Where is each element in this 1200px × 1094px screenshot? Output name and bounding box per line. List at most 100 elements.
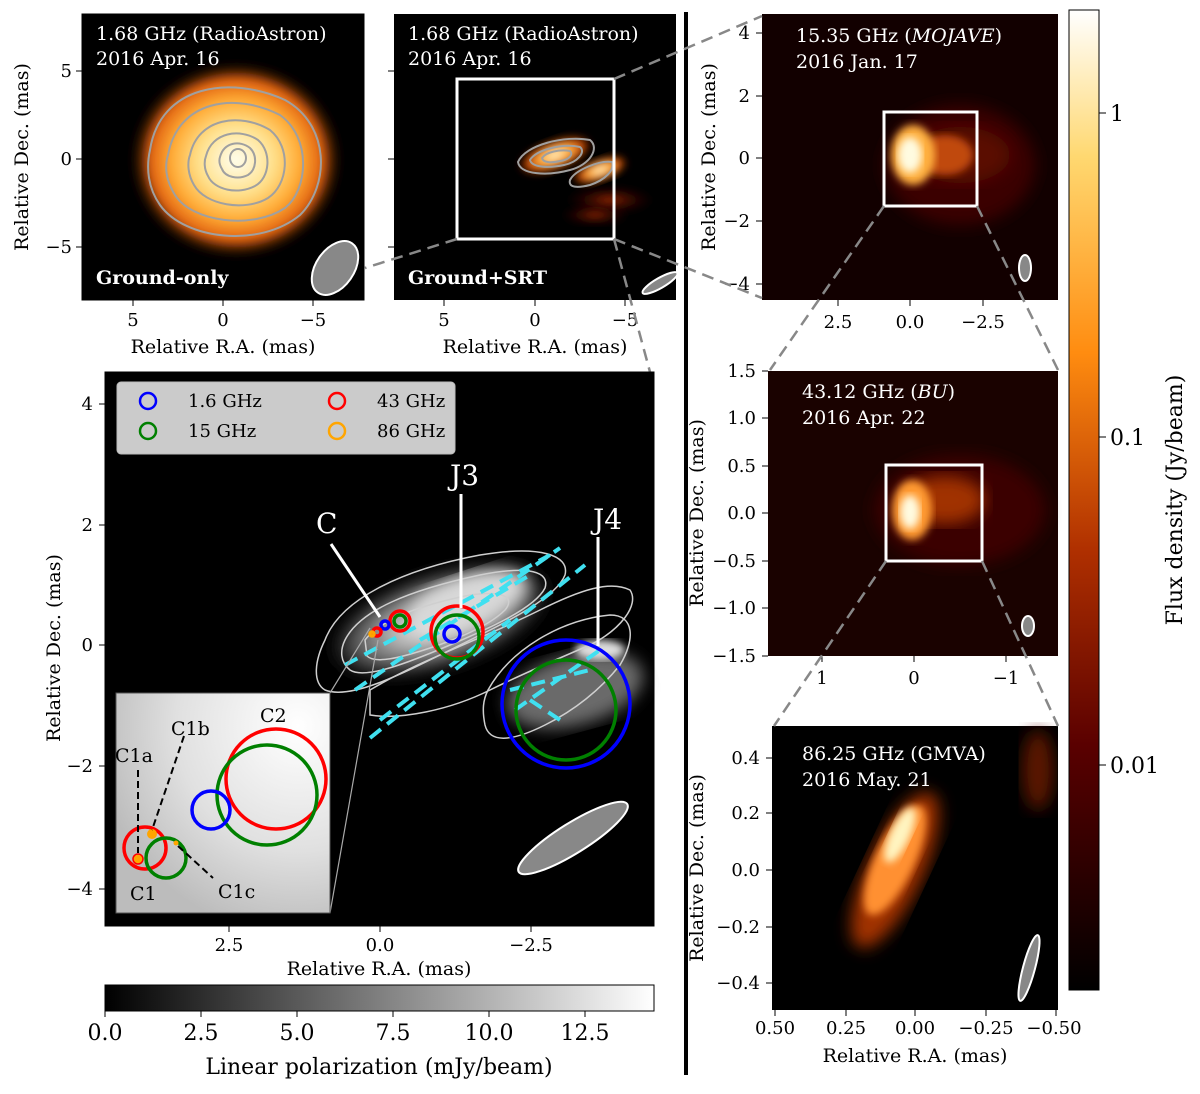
colorbar-tick: 5.0 bbox=[280, 1021, 315, 1046]
zoom-box bbox=[882, 110, 979, 208]
x-axis-label: Relative R.A. (mas) bbox=[131, 336, 316, 358]
y-tick: 0.2 bbox=[731, 803, 760, 824]
colorbar-tick: 0.01 bbox=[1110, 754, 1159, 779]
inset: C1a C1b C2 C1 C1c bbox=[115, 692, 331, 914]
colorbar-tick: 10.0 bbox=[465, 1021, 514, 1046]
panel-label: Ground-only bbox=[96, 267, 229, 289]
panel-title-freq: 15.35 GHz (MOJAVE) bbox=[796, 25, 1002, 47]
y-tick: 1.0 bbox=[727, 408, 756, 429]
inset-label-C1b: C1b bbox=[171, 718, 210, 740]
x-tick: 5 bbox=[127, 310, 138, 331]
x-tick: 5 bbox=[438, 310, 449, 331]
colorbar-flux: 1 0.1 0.01 Flux density (Jy/beam) bbox=[1068, 9, 1188, 991]
panel-title-freq: 1.68 GHz (RadioAstron) bbox=[408, 23, 639, 45]
x-tick: 0.00 bbox=[895, 1018, 935, 1039]
inset-label-C2: C2 bbox=[260, 705, 287, 727]
beam-ellipse bbox=[1017, 934, 1041, 1002]
y-tick: 4 bbox=[739, 23, 750, 44]
label-C: C bbox=[316, 507, 337, 540]
y-tick: 2 bbox=[82, 515, 93, 536]
y-tick: 5 bbox=[61, 61, 72, 82]
panel-title-freq: 86.25 GHz (GMVA) bbox=[802, 743, 986, 765]
inset-label-C1a: C1a bbox=[115, 745, 153, 767]
y-axis-label: Relative Dec. (mas) bbox=[686, 419, 708, 607]
colorbar-label: Linear polarization (mJy/beam) bbox=[205, 1055, 552, 1080]
colorbar-tick: 0.0 bbox=[88, 1021, 123, 1046]
x-tick: −0.50 bbox=[1026, 1018, 1081, 1039]
x-axis-label: Relative R.A. (mas) bbox=[443, 336, 628, 358]
component-circles bbox=[368, 604, 632, 770]
x-tick: 2.5 bbox=[215, 935, 244, 956]
x-tick: 0.0 bbox=[896, 312, 925, 333]
y-tick: −2 bbox=[723, 211, 750, 232]
y-tick: −1.5 bbox=[712, 646, 756, 667]
y-tick: −0.4 bbox=[716, 973, 760, 994]
x-tick: 0.50 bbox=[755, 1018, 795, 1039]
colorbar-tick: 12.5 bbox=[561, 1021, 610, 1046]
x-tick: −5 bbox=[300, 310, 327, 331]
legend-marker-1.6ghz bbox=[138, 391, 158, 411]
colorbar-label: Flux density (Jy/beam) bbox=[1163, 375, 1188, 626]
x-tick: 2.5 bbox=[824, 312, 853, 333]
legend-marker-43ghz bbox=[327, 391, 347, 411]
inset-connectors bbox=[329, 627, 379, 914]
y-tick: 0 bbox=[82, 635, 93, 656]
beam-ellipse bbox=[1018, 254, 1032, 282]
x-tick: 0 bbox=[908, 668, 919, 689]
y-tick: 0.0 bbox=[727, 503, 756, 524]
contours bbox=[516, 137, 614, 188]
x-tick: −0.25 bbox=[958, 1018, 1013, 1039]
inset-label-C1: C1 bbox=[130, 883, 157, 905]
y-tick: 0.4 bbox=[731, 748, 760, 769]
panel-main: C J3 J4 1.6 GHz 15 GHz 43 GHz 86 GHz bbox=[43, 371, 655, 980]
beam-ellipse bbox=[310, 240, 360, 296]
x-tick: 0 bbox=[217, 310, 228, 331]
legend-label: 43 GHz bbox=[377, 391, 445, 412]
colorbar-tick: 1 bbox=[1110, 102, 1124, 127]
panel-bu: 43.12 GHz (BU) 2016 Apr. 22 1 0 −1 1.5 1… bbox=[686, 361, 1058, 689]
y-tick: 1.5 bbox=[727, 361, 756, 382]
y-axis-label: Relative Dec. (mas) bbox=[11, 63, 33, 251]
y-axis-label: Relative Dec. (mas) bbox=[698, 63, 720, 251]
y-tick: 0 bbox=[61, 149, 72, 170]
zoom-box bbox=[455, 77, 616, 241]
x-tick: 0.0 bbox=[366, 935, 395, 956]
panel-title-date: 2016 May. 21 bbox=[802, 769, 932, 791]
y-axis-label: Relative Dec. (mas) bbox=[686, 774, 708, 962]
colorbar-polarization: 0.0 2.5 5.0 7.5 10.0 12.5 Linear polariz… bbox=[88, 984, 655, 1080]
label-J4: J4 bbox=[590, 503, 622, 536]
panel-ground-only: 1.68 GHz (RadioAstron) 2016 Apr. 16 Grou… bbox=[11, 13, 365, 358]
colorbar-tick: 7.5 bbox=[376, 1021, 411, 1046]
y-tick: 0.0 bbox=[731, 860, 760, 881]
panel-title-freq: 43.12 GHz (BU) bbox=[802, 381, 955, 403]
beam-ellipse bbox=[1021, 615, 1035, 637]
legend-marker-86ghz bbox=[327, 421, 347, 441]
panel-gmva: 86.25 GHz (GMVA) 2016 May. 21 0.50 0.25 … bbox=[686, 726, 1082, 1067]
y-tick: −0.5 bbox=[712, 551, 756, 572]
legend-marker-15ghz bbox=[138, 421, 158, 441]
beam-ellipse bbox=[641, 271, 679, 295]
x-tick: 0 bbox=[529, 310, 540, 331]
y-tick: −0.2 bbox=[716, 917, 760, 938]
inset-label-C1c: C1c bbox=[218, 881, 255, 903]
label-J3: J3 bbox=[447, 459, 479, 492]
panel-title-date: 2016 Apr. 16 bbox=[96, 48, 220, 70]
x-tick: −2.5 bbox=[509, 935, 553, 956]
y-tick: −1.0 bbox=[712, 598, 756, 619]
zoom-connectors bbox=[364, 14, 1060, 727]
panel-ground-srt: 1.68 GHz (RadioAstron) 2016 Apr. 16 Grou… bbox=[388, 14, 679, 358]
x-axis-label: Relative R.A. (mas) bbox=[823, 1045, 1008, 1067]
y-axis-label: Relative Dec. (mas) bbox=[43, 554, 65, 742]
y-tick: 0 bbox=[739, 148, 750, 169]
panel-title-date: 2016 Apr. 22 bbox=[802, 407, 926, 429]
y-tick: 4 bbox=[82, 394, 93, 415]
x-tick: −2.5 bbox=[961, 312, 1005, 333]
y-tick: −4 bbox=[66, 879, 93, 900]
legend: 1.6 GHz 15 GHz 43 GHz 86 GHz bbox=[116, 381, 456, 455]
x-tick: −1 bbox=[993, 668, 1020, 689]
panel-title-date: 2016 Apr. 16 bbox=[408, 48, 532, 70]
panel-label: Ground+SRT bbox=[408, 267, 547, 289]
x-tick: −5 bbox=[612, 310, 639, 331]
legend-label: 86 GHz bbox=[377, 421, 445, 442]
colorbar-tick: 2.5 bbox=[184, 1021, 219, 1046]
